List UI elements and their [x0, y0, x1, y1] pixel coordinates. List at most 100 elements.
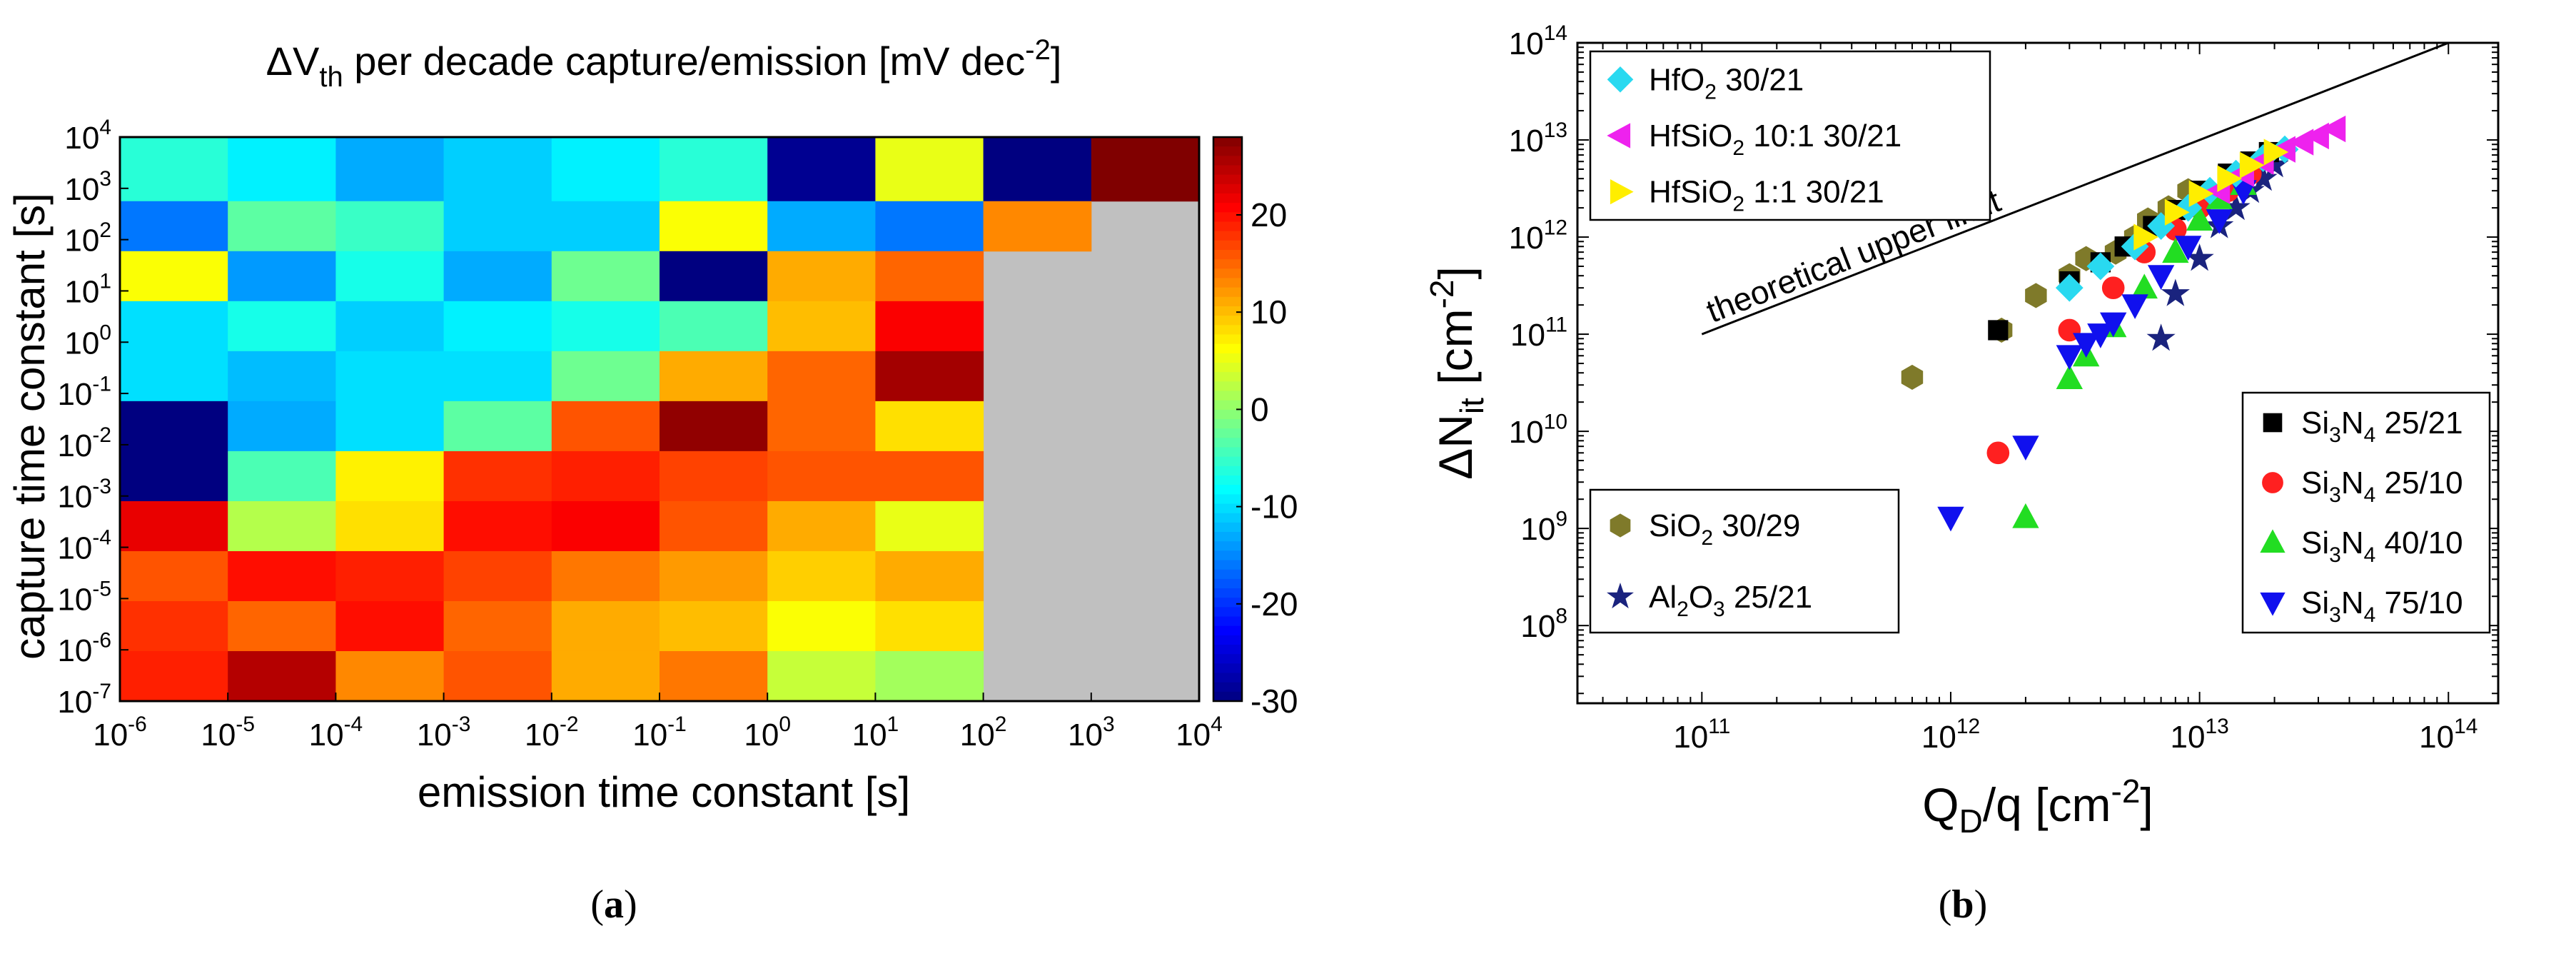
y-tick-label: 104: [64, 116, 111, 156]
colorbar-segment: [1213, 400, 1242, 411]
heatmap-cell: [443, 600, 552, 652]
y-tick-label: 100: [64, 321, 111, 361]
data-point: [2162, 238, 2189, 263]
colorbar-segment: [1213, 438, 1242, 448]
heatmap-cell: [120, 500, 228, 552]
legend-label: Al2O3 25/21: [1649, 580, 1812, 621]
heatmap-cell: [443, 650, 552, 702]
colorbar-segment: [1213, 447, 1242, 458]
heatmap-cell: [551, 600, 660, 652]
data-point: [1988, 320, 2009, 341]
colorbar-segment: [1213, 494, 1242, 505]
y-tick-label: 102: [64, 218, 111, 258]
data-point: [2239, 151, 2265, 179]
panel-label-b: (b): [1939, 882, 1987, 927]
colorbar-segment: [1213, 682, 1242, 693]
colorbar-segment: [1213, 513, 1242, 523]
colorbar-segment: [1213, 156, 1242, 166]
heatmap-cell: [443, 401, 552, 452]
heatmap-cell: [551, 201, 660, 252]
colorbar-segment: [1213, 616, 1242, 627]
x-tick-label: 104: [1176, 713, 1223, 753]
colorbar-segment: [1213, 334, 1242, 345]
data-point: [2146, 323, 2176, 351]
y-tick-label: 1013: [1509, 119, 1567, 159]
data-point: [2072, 333, 2100, 358]
legend-marker: [1607, 583, 1634, 609]
heatmap-cell: [660, 451, 768, 502]
data-point: [2012, 503, 2039, 528]
heatmap-cell: [335, 351, 445, 402]
upper-limit-line: [1701, 41, 2449, 336]
heatmap-cell: [875, 451, 984, 502]
data-point: [2087, 323, 2114, 348]
colorbar-segment: [1213, 645, 1242, 655]
series-8: [2133, 139, 2289, 251]
colorbar-segment: [1213, 466, 1242, 476]
heatmap-cell: [443, 550, 552, 602]
legend-frame: [1589, 50, 1991, 221]
legend-marker: [2263, 413, 2283, 433]
y-tick-label: 108: [1520, 604, 1567, 644]
x-tick-label: 10-6: [93, 713, 147, 753]
heatmap-cell: [120, 401, 228, 452]
heatmap-cell: [228, 650, 336, 702]
data-point: [1986, 441, 2010, 465]
legend-label: Si3N4 40/10: [2301, 525, 2463, 567]
colorbar-tick-label: 10: [1251, 293, 1287, 331]
legend-box-3: Si3N4 25/21 Si3N4 25/10 Si3N4 40/10 Si3N4 7…: [2241, 391, 2491, 634]
y-tick-label: 1012: [1509, 216, 1567, 256]
heatmap-cell: [228, 251, 336, 302]
colorbar-segment: [1213, 325, 1242, 336]
heatmap-cell: [875, 201, 984, 252]
data-point: [2186, 206, 2213, 231]
data-point: [2025, 283, 2047, 308]
data-point: [2055, 273, 2083, 302]
legend-marker: [2260, 592, 2285, 616]
heatmap-cell: [335, 600, 445, 652]
heatmap-cell: [551, 401, 660, 452]
heatmap-cell: [443, 351, 552, 402]
colorbar-segment: [1213, 560, 1242, 570]
colorbar-segment: [1213, 485, 1242, 495]
heatmap-cell: [228, 137, 336, 202]
heatmap-cell: [551, 301, 660, 352]
colorbar-segment: [1213, 363, 1242, 373]
heatmap-cell: [660, 301, 768, 352]
heatmap-cell: [875, 401, 984, 452]
legend-box-2: SiO2 30/29 Al2O3 25/21: [1589, 488, 1900, 634]
legend-label: Si3N4 75/10: [2301, 585, 2463, 627]
data-point: [2206, 209, 2233, 234]
y-tick-label: 1010: [1509, 410, 1567, 450]
data-point: [2320, 115, 2346, 143]
heatmap-cell: [443, 500, 552, 552]
colorbar-segment: [1213, 673, 1242, 683]
series-5: [1937, 180, 2257, 532]
data-point: [2056, 364, 2083, 390]
data-point: [2133, 223, 2159, 251]
heatmap-cell: [660, 550, 768, 602]
y-tick-label: 10-2: [57, 423, 111, 463]
heatmap-cell: [1091, 137, 1200, 202]
heatmap-cell: [228, 451, 336, 502]
x-tick-label: 102: [960, 713, 1007, 753]
heatmap-cell: [335, 451, 445, 502]
panel-label-a: (a): [590, 882, 637, 927]
x-tick-label: 10-3: [417, 713, 471, 753]
legend-box-1: HfO2 30/21 HfSiO2 10:1 30/21 HfSiO2 1:1 30…: [1589, 50, 1991, 221]
x-tick-label: 10-5: [201, 713, 255, 753]
heatmap-cell: [767, 301, 876, 352]
heatmap-cell: [767, 451, 876, 502]
heatmap-cell: [875, 351, 984, 402]
colorbar-segment: [1213, 456, 1242, 467]
heatmap-cell: [875, 550, 984, 602]
heatmap-cell: [660, 201, 768, 252]
colorbar-segment: [1213, 193, 1242, 203]
colorbar-segment: [1213, 588, 1242, 598]
heatmap-cell: [983, 137, 1092, 202]
y-tick-label: 1014: [1509, 21, 1567, 61]
heatmap-cell: [120, 137, 228, 202]
data-point: [2056, 345, 2083, 371]
heatmap-cell: [120, 550, 228, 602]
